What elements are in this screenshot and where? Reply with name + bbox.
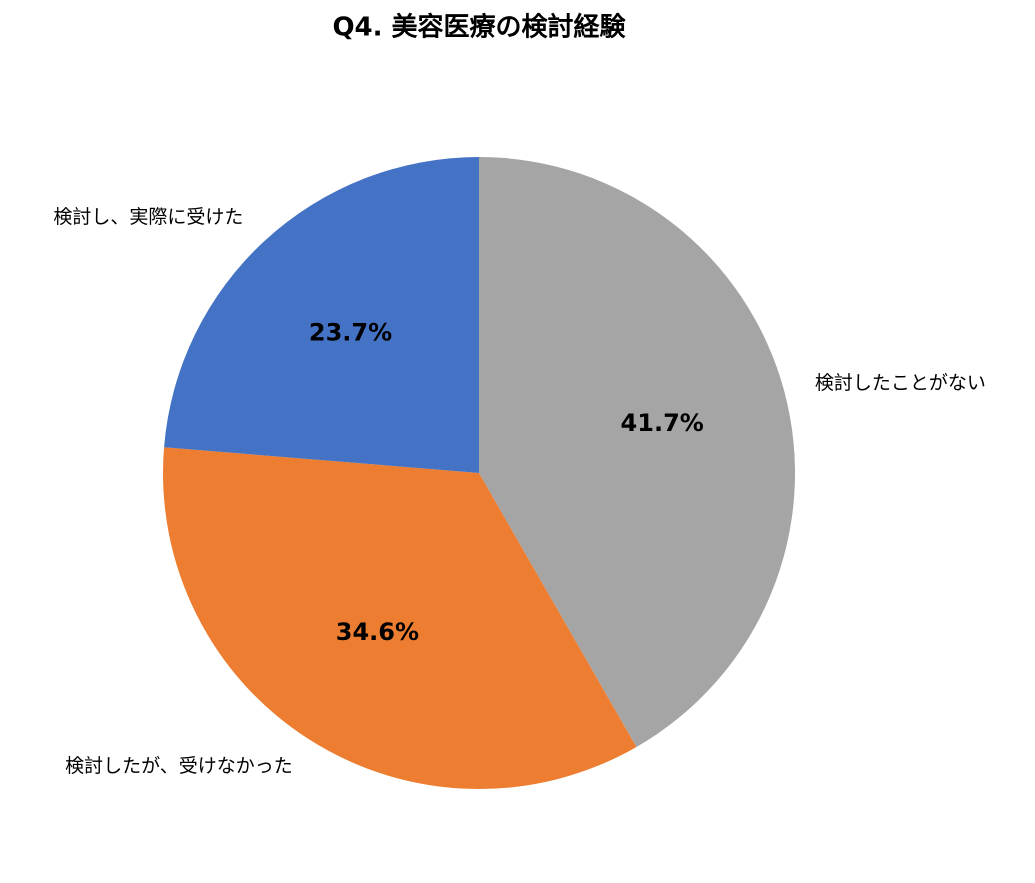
category-label: 検討し、実際に受けた [53, 206, 243, 228]
data-label: 23.7% [309, 319, 392, 347]
pie-slice [479, 157, 796, 747]
category-label: 検討したことがない [815, 372, 986, 394]
data-label: 34.6% [336, 618, 419, 646]
pie-slice [164, 157, 479, 473]
chart-title: Q4. 美容医療の検討経験 [332, 12, 626, 43]
pie-slice [163, 447, 637, 789]
data-label: 41.7% [621, 409, 704, 437]
category-label: 検討したが、受けなかった [65, 755, 293, 777]
